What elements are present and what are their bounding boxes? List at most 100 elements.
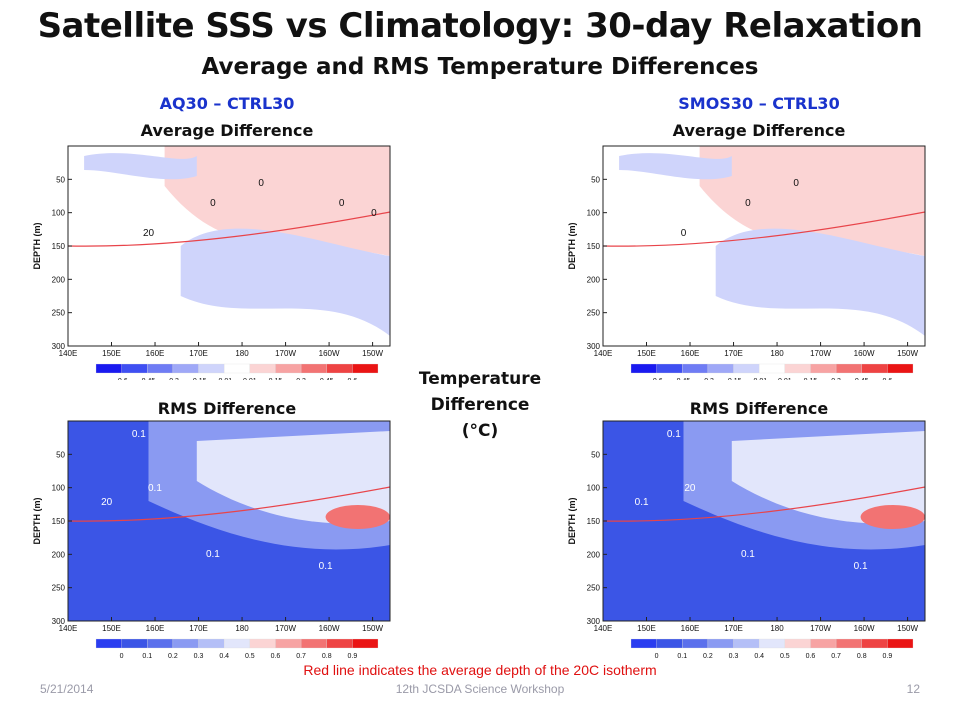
x-tick-label: 140E (594, 624, 613, 633)
x-tick-label: 160E (146, 624, 165, 633)
colorbar-swatch (352, 363, 379, 374)
colorbar-label: 0 (120, 653, 124, 660)
contour-label: 0 (371, 208, 377, 219)
y-tick-label: 150 (52, 242, 66, 251)
x-tick-label: 150W (897, 349, 918, 358)
surface-negative-region (619, 153, 732, 180)
colorbar-swatch (198, 363, 225, 374)
x-tick-label: 150E (637, 349, 656, 358)
colorbar-label: -0.45 (139, 378, 155, 380)
colorbar-swatch (249, 638, 276, 649)
negative-difference-region (715, 228, 925, 336)
colorbar-swatch (275, 363, 302, 374)
contour-label: 0.1 (854, 561, 868, 572)
x-tick-label: 180 (235, 349, 249, 358)
y-axis-label: DEPTH (m) (567, 222, 577, 269)
y-axis-label: DEPTH (m) (32, 497, 42, 544)
y-tick-label: 200 (52, 275, 66, 284)
colorbar-swatch (784, 638, 811, 649)
colorbar-swatch (733, 638, 760, 649)
y-tick-label: 100 (52, 484, 66, 493)
y-tick-label: 250 (587, 309, 601, 318)
x-tick-label: 170E (189, 349, 208, 358)
20c-isotherm-line (602, 486, 926, 522)
left-column-heading: AQ30 – CTRL30 (159, 94, 295, 113)
colorbar-label: 0.15 (804, 378, 818, 380)
y-tick-label: 150 (587, 517, 601, 526)
colorbar-label: 0.6 (882, 378, 892, 380)
colorbar-label: 0.6 (271, 653, 281, 660)
colorbar-label: 0.45 (320, 378, 334, 380)
colorbar-label: 0.1 (142, 653, 152, 660)
colorbar-swatch (810, 363, 837, 374)
y-tick-label: 50 (56, 450, 65, 459)
contour-label: 0.1 (319, 561, 333, 572)
x-tick-label: 150W (362, 624, 383, 633)
y-tick-label: 100 (587, 209, 601, 218)
x-tick-label: 170E (189, 624, 208, 633)
y-tick-label: 50 (591, 450, 600, 459)
colorbar-swatch (275, 638, 302, 649)
colorbar-units-label: Temperature Difference (°C) (400, 366, 560, 444)
colorbar-swatch (352, 638, 379, 649)
contour-label: 20 (684, 483, 696, 494)
x-tick-label: 170W (275, 349, 296, 358)
x-tick-label: 150W (897, 624, 918, 633)
colorbar-swatch (835, 363, 862, 374)
isotherm-note: Red line indicates the average depth of … (303, 662, 657, 678)
contour-label: 20 (101, 497, 113, 508)
units-line-1: Temperature (418, 369, 542, 389)
colorbar-label: 0.3 (296, 378, 306, 380)
x-tick-label: 170W (810, 624, 831, 633)
colorbar-swatch (784, 363, 811, 374)
colorbar-swatch (198, 638, 225, 649)
y-tick-label: 200 (52, 550, 66, 559)
colorbar-label: 0.01 (778, 378, 792, 380)
contour-label: 0 (681, 228, 687, 239)
units-line-3: (°C) (461, 421, 499, 441)
x-tick-label: 180 (770, 349, 784, 358)
colorbar-label: 0.2 (703, 653, 713, 660)
contour-label: 0.1 (206, 549, 220, 560)
contour-label: 0 (745, 198, 751, 209)
positive-difference-region (164, 146, 390, 256)
colorbar-swatch (682, 638, 709, 649)
y-tick-label: 100 (587, 484, 601, 493)
y-tick-label: 300 (52, 342, 66, 351)
contour-label: 0 (258, 178, 264, 189)
colorbar-label: 0.9 (882, 653, 892, 660)
colorbar-swatch (172, 638, 199, 649)
left-rms-label: RMS Difference (157, 399, 297, 418)
colorbar-label: 0.7 (831, 653, 841, 660)
contour-label: 0.1 (635, 497, 649, 508)
colorbar-label: 0.9 (347, 653, 357, 660)
y-tick-label: 250 (587, 584, 601, 593)
colorbar-swatch (630, 363, 657, 374)
y-tick-label: 300 (587, 617, 601, 626)
colorbar-swatch (861, 638, 888, 649)
colorbar-label: 0.3 (831, 378, 841, 380)
colorbar-swatch (656, 363, 683, 374)
contour-label: 0 (793, 178, 799, 189)
colorbar-label: 0.2 (168, 653, 178, 660)
colorbar-swatch (326, 363, 353, 374)
slide-subtitle: Average and RMS Temperature Differences (201, 54, 759, 80)
right-column-heading: SMOS30 – CTRL30 (678, 94, 840, 113)
colorbar-label: 0.8 (857, 653, 867, 660)
colorbar-label: -0.15 (726, 378, 742, 380)
colorbar-label: 0.3 (729, 653, 739, 660)
colorbar-label: 0.3 (194, 653, 204, 660)
y-axis-label: DEPTH (m) (567, 497, 577, 544)
x-tick-label: 160E (146, 349, 165, 358)
colorbar-label: 0.7 (296, 653, 306, 660)
contour-label: 0.1 (667, 429, 681, 440)
x-tick-label: 170W (810, 349, 831, 358)
colorbar-label: -0.3 (702, 378, 714, 380)
contour-label: 0.1 (148, 483, 162, 494)
colorbar-label: 0.5 (245, 653, 255, 660)
colorbar-swatch (733, 363, 760, 374)
x-tick-label: 150E (102, 624, 121, 633)
x-tick-label: 160E (681, 624, 700, 633)
